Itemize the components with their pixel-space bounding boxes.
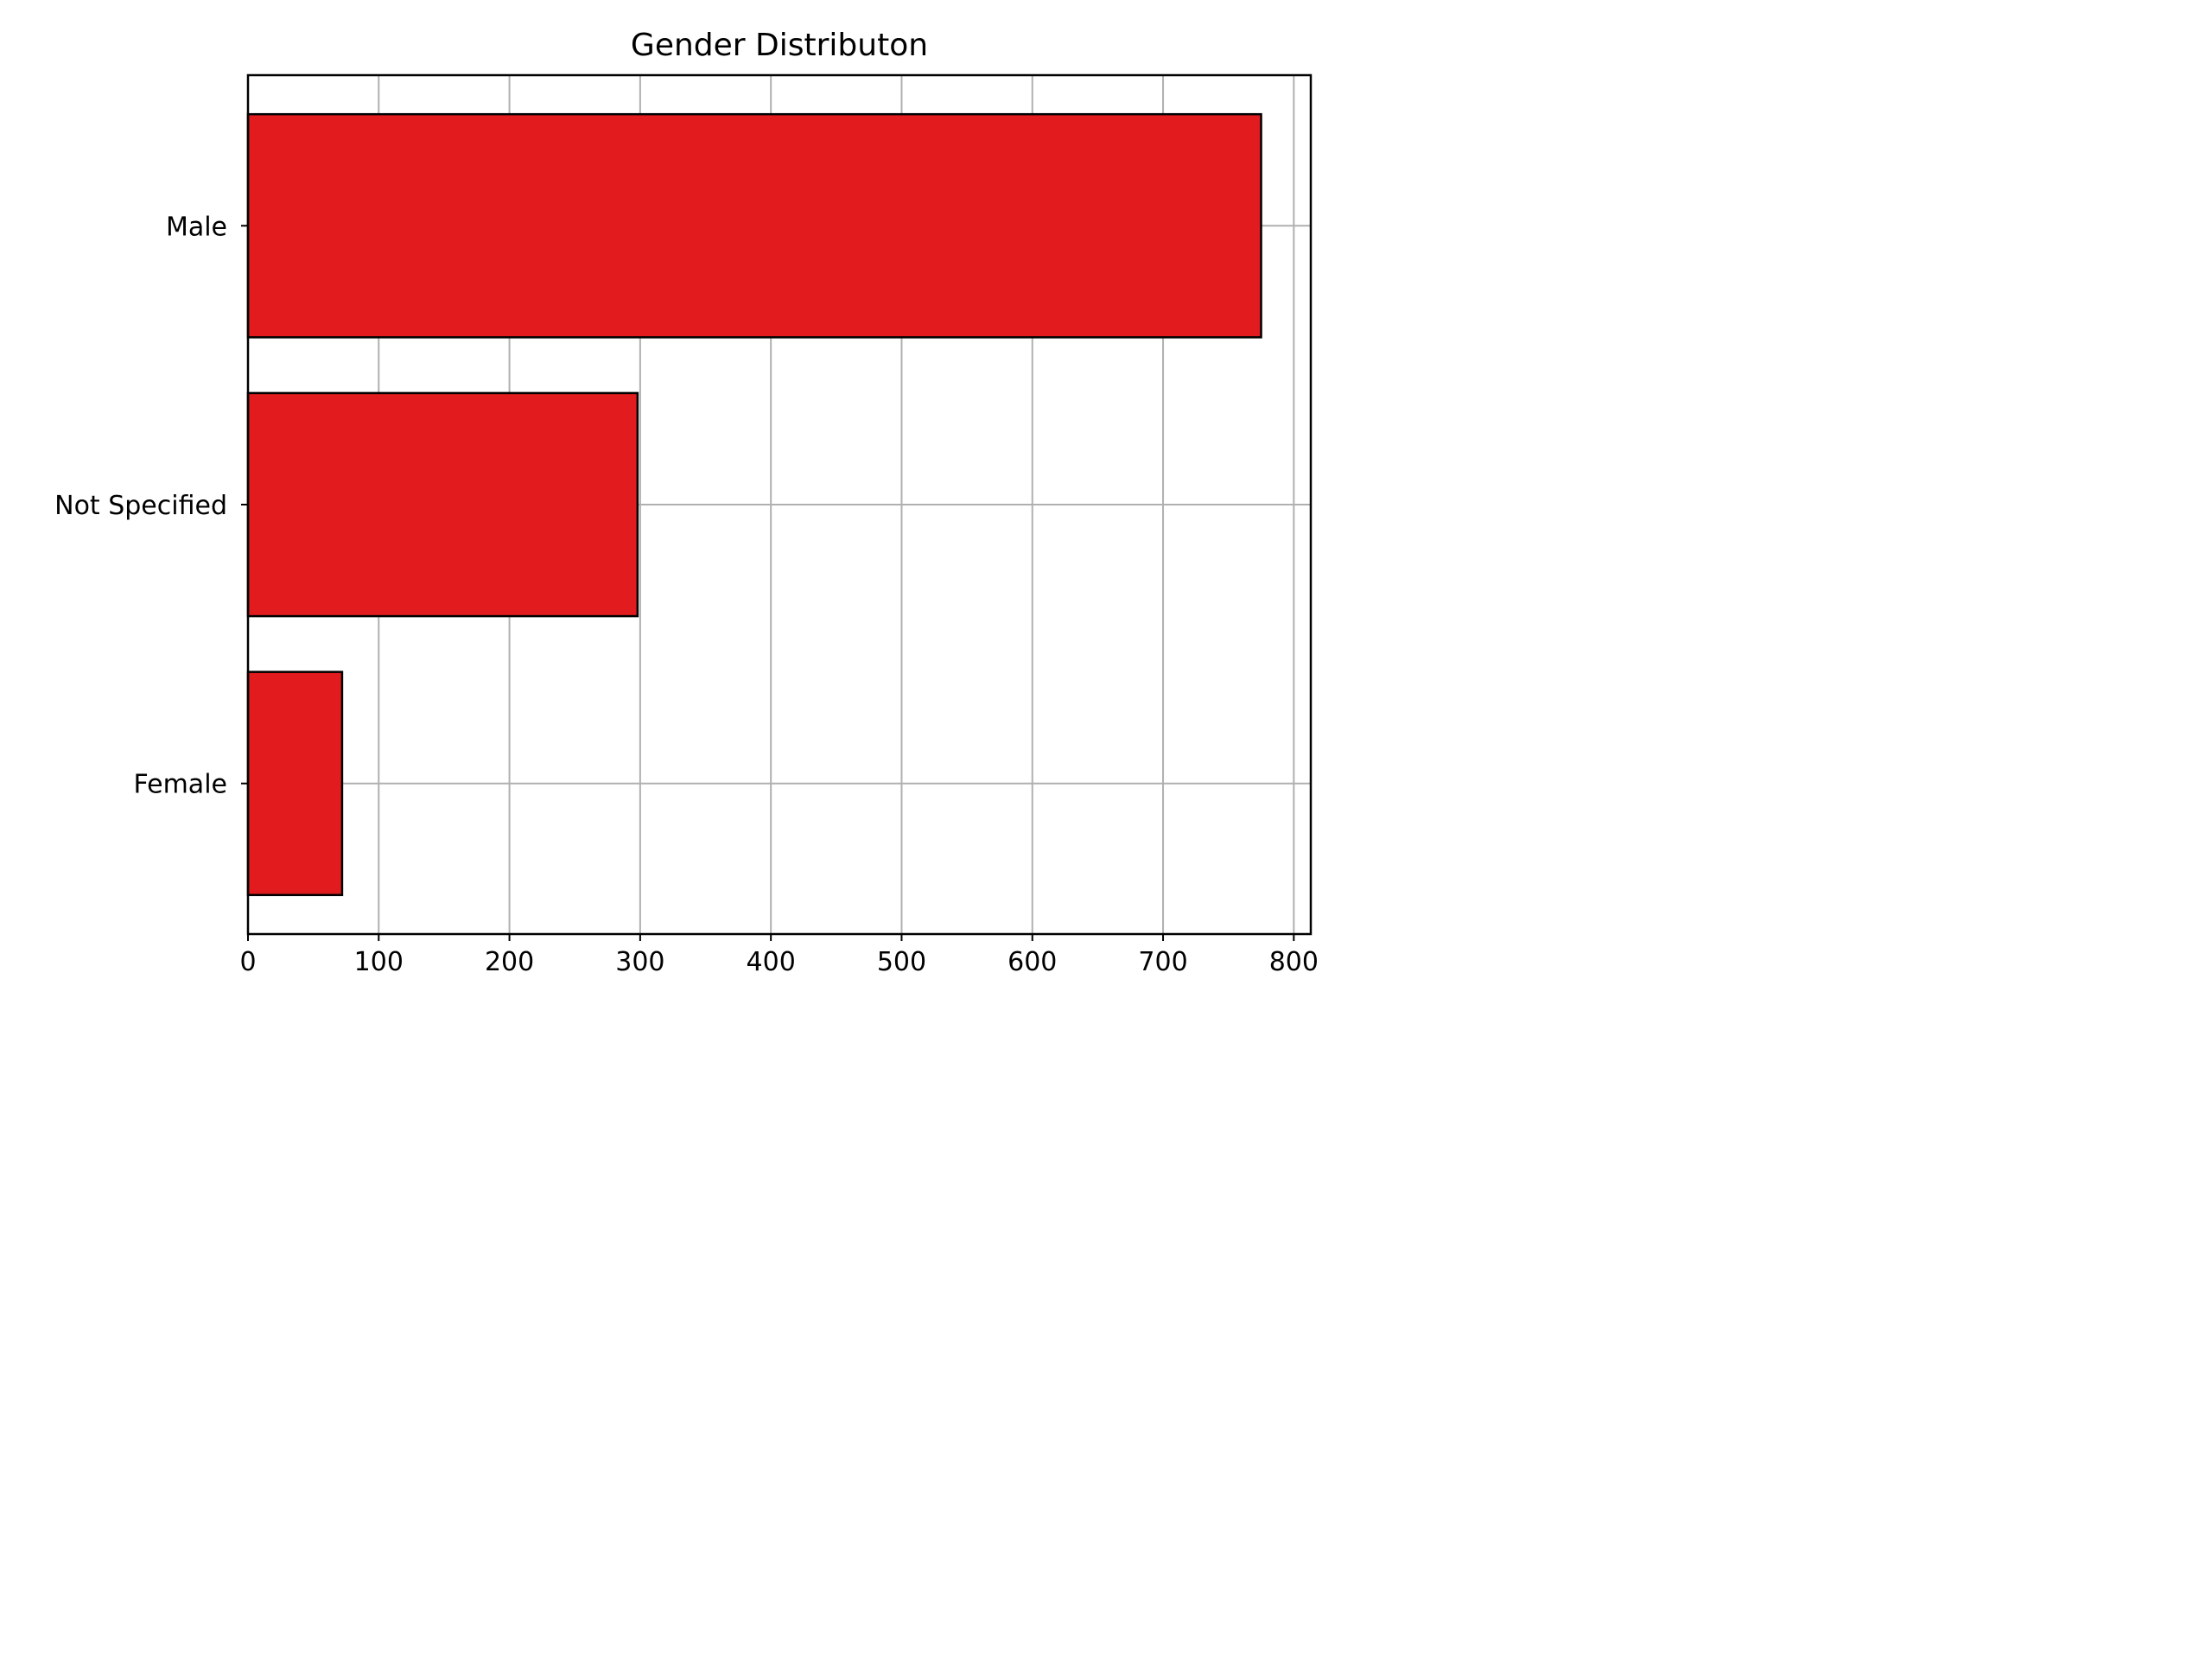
x-tick-label: 500	[877, 947, 926, 977]
y-tick-label: Not Specified	[54, 491, 227, 521]
bar-male	[246, 112, 1262, 339]
bar-female	[246, 671, 344, 897]
gender-distribution-chart: Gender Distributon 0 100 200 300 400 500 600 70…	[0, 0, 1351, 1014]
x-tick-label: 100	[354, 947, 404, 977]
x-tick-label: 200	[485, 947, 534, 977]
bar-not-specified	[246, 391, 639, 618]
bars	[246, 112, 1262, 897]
x-axis: 0 100 200 300 400 500 600 700 800	[239, 934, 1319, 977]
chart-title: Gender Distributon	[631, 28, 928, 63]
y-tick-label: Female	[134, 770, 227, 800]
y-tick-label: Male	[166, 212, 227, 242]
x-tick-label: 700	[1138, 947, 1187, 977]
y-axis: Male Not Specified Female	[54, 212, 248, 800]
x-tick-label: 0	[239, 947, 256, 977]
x-tick-label: 800	[1269, 947, 1319, 977]
x-tick-label: 300	[615, 947, 664, 977]
x-tick-label: 600	[1007, 947, 1057, 977]
x-tick-label: 400	[747, 947, 796, 977]
